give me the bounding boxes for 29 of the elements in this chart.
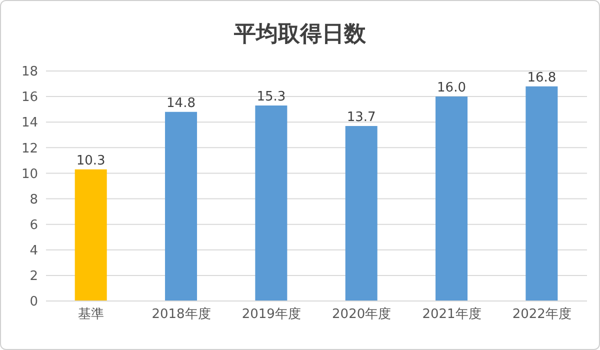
data-label: 15.3 [256, 90, 286, 104]
y-tick-label: 16 [21, 90, 38, 106]
bar [255, 106, 288, 301]
x-tick-label: 2018年度 [152, 306, 211, 322]
y-tick-label: 12 [21, 141, 38, 156]
y-tick-label: 4 [30, 244, 38, 259]
x-tick-label: 基準 [78, 307, 104, 322]
y-tick-label: 6 [30, 218, 38, 233]
bar [165, 112, 198, 301]
y-tick-label: 18 [21, 64, 38, 80]
data-label: 13.7 [346, 110, 376, 125]
x-tick-label: 2021年度 [422, 306, 482, 322]
x-tick-label: 2020年度 [332, 306, 392, 322]
chart-title: 平均取得日数 [233, 21, 367, 49]
data-label: 10.3 [76, 153, 106, 168]
x-tick-label: 2019年度 [242, 306, 301, 322]
data-label: 16.0 [437, 80, 466, 96]
bar [74, 169, 107, 301]
x-tick-label: 2022年度 [512, 306, 572, 322]
y-tick-label: 10 [21, 166, 38, 182]
data-label: 16.8 [527, 70, 556, 86]
bar [526, 86, 558, 301]
y-tick-label: 2 [30, 269, 38, 284]
bar [345, 126, 378, 301]
y-tick-label: 0 [30, 294, 38, 310]
y-tick-label: 8 [30, 192, 38, 208]
y-tick-label: 14 [21, 116, 38, 131]
data-label: 14.8 [166, 96, 196, 111]
bar [436, 96, 468, 301]
